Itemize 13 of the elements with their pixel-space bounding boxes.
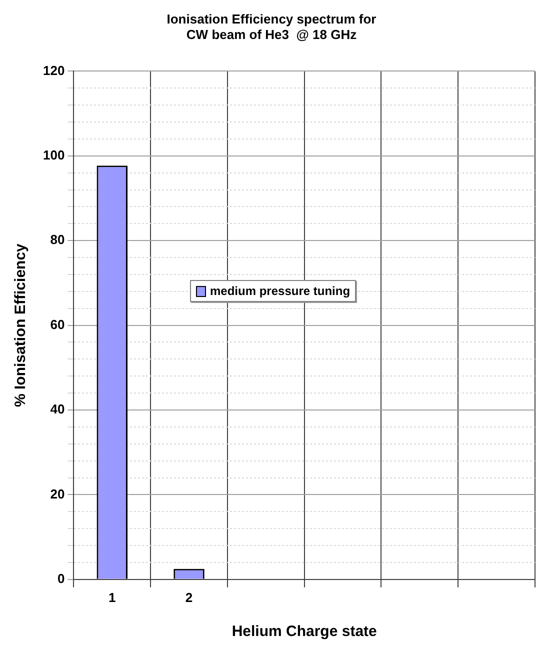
x-tick-label: 2: [185, 590, 193, 605]
x-tick-label: 1: [108, 590, 116, 605]
y-tick-label: 40: [50, 402, 65, 417]
legend-label: medium pressure tuning: [210, 284, 350, 298]
y-tick-label: 0: [57, 570, 65, 586]
y-axis-title: % Ionisation Efficiency: [12, 242, 30, 407]
y-tick-label: 120: [42, 62, 65, 78]
y-tick-label: 60: [50, 316, 65, 332]
chart-title: Ionisation Efficiency spectrum for CW beam of He3 @ 18 GHz: [166, 11, 376, 42]
x-axis-title: Helium Charge state: [232, 623, 377, 640]
y-tick-label: 80: [50, 232, 65, 248]
y-tick-label: 20: [50, 486, 65, 502]
y-tick-label: 100: [42, 147, 65, 162]
